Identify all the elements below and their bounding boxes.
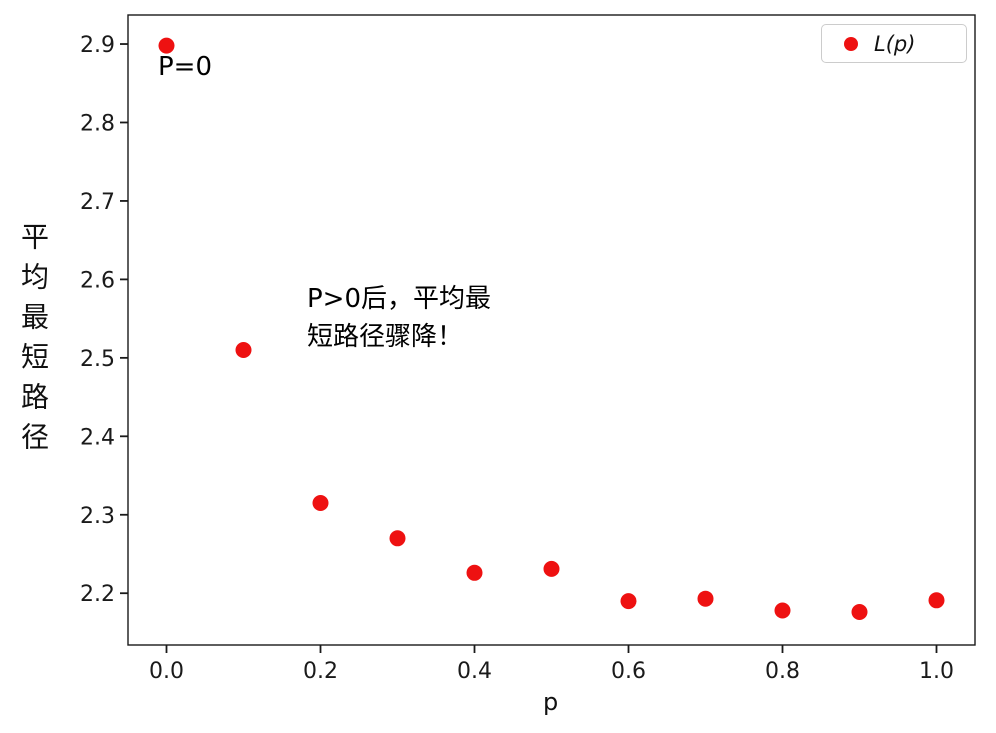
data-point — [774, 602, 791, 619]
annotation-path-drop-line1: P>0后，平均最 — [307, 284, 492, 314]
x-tick-label: 0.4 — [457, 659, 492, 684]
x-axis-label: p — [543, 688, 559, 716]
annotation-path-drop-line2: 短路径骤降！ — [307, 322, 464, 352]
x-tick-label: 0.0 — [149, 659, 184, 684]
data-point — [851, 604, 868, 620]
y-tick-label: 2.9 — [80, 33, 115, 58]
y-tick-label: 2.8 — [80, 111, 115, 136]
data-point — [697, 590, 714, 607]
data-point — [620, 593, 637, 610]
data-point — [928, 592, 945, 609]
annotation-p-equals-0: P=0 — [158, 52, 213, 82]
x-tick-label: 0.2 — [303, 659, 338, 684]
x-tick-label: 0.8 — [765, 659, 800, 684]
y-tick-label: 2.6 — [80, 268, 115, 293]
x-tick-label: 1.0 — [919, 659, 954, 684]
y-tick-label: 2.5 — [80, 347, 115, 372]
legend: L(p) — [821, 24, 967, 63]
legend-marker-dot — [844, 36, 858, 51]
y-axis-label: 平均最短路径 — [17, 222, 50, 462]
x-tick-label: 0.6 — [611, 659, 646, 684]
y-tick-label: 2.2 — [80, 582, 115, 607]
y-tick-label: 2.7 — [80, 190, 115, 215]
legend-label: L(p) — [874, 31, 916, 56]
data-point — [543, 560, 560, 577]
y-tick-label: 2.4 — [80, 425, 115, 450]
data-point — [312, 495, 329, 511]
y-tick-label: 2.3 — [80, 504, 115, 529]
annotation-path-drop: P>0后，平均最 短路径骤降！ — [307, 280, 491, 356]
data-point — [466, 564, 483, 581]
plot-border — [127, 14, 976, 646]
data-point — [235, 342, 252, 358]
data-point — [389, 530, 406, 547]
data-point — [158, 37, 175, 54]
